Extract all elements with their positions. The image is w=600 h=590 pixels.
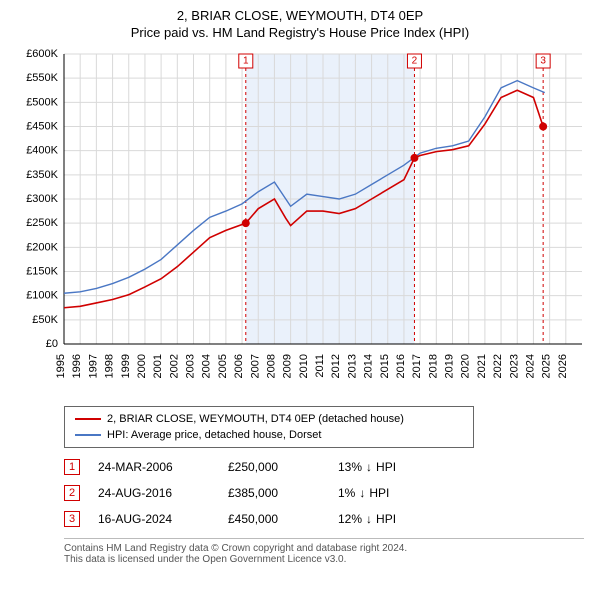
legend-row: 2, BRIAR CLOSE, WEYMOUTH, DT4 0EP (detac…: [75, 411, 463, 427]
svg-text:2018: 2018: [427, 354, 439, 378]
event-date: 24-AUG-2016: [98, 486, 228, 500]
svg-text:2007: 2007: [249, 354, 261, 378]
legend: 2, BRIAR CLOSE, WEYMOUTH, DT4 0EP (detac…: [64, 406, 474, 448]
svg-text:2010: 2010: [298, 354, 310, 378]
svg-text:£300K: £300K: [26, 193, 58, 205]
legend-label: 2, BRIAR CLOSE, WEYMOUTH, DT4 0EP (detac…: [107, 413, 404, 425]
svg-text:1998: 1998: [104, 354, 116, 378]
event-price: £250,000: [228, 460, 338, 474]
event-delta: 12%↓HPI: [338, 512, 448, 526]
event-delta: 1%↓HPI: [338, 486, 448, 500]
svg-text:£50K: £50K: [32, 314, 58, 326]
svg-text:£600K: £600K: [26, 48, 58, 60]
svg-text:2011: 2011: [314, 354, 326, 378]
footer-attribution: Contains HM Land Registry data © Crown c…: [64, 538, 584, 565]
event-num-box: 2: [64, 485, 80, 501]
event-row: 1 24-MAR-2006£250,00013%↓HPI: [64, 454, 592, 480]
svg-text:2008: 2008: [265, 354, 277, 378]
event-date: 24-MAR-2006: [98, 460, 228, 474]
svg-text:2021: 2021: [476, 354, 488, 378]
svg-text:2026: 2026: [557, 354, 569, 378]
arrow-down-icon: ↓: [359, 486, 365, 500]
svg-text:2017: 2017: [411, 354, 423, 378]
svg-text:£400K: £400K: [26, 145, 58, 157]
events-table: 1 24-MAR-2006£250,00013%↓HPI 2 24-AUG-2016£…: [64, 454, 592, 532]
svg-text:2015: 2015: [379, 354, 391, 378]
svg-text:2022: 2022: [492, 354, 504, 378]
svg-text:1996: 1996: [71, 354, 83, 378]
svg-text:£500K: £500K: [26, 96, 58, 108]
svg-text:2023: 2023: [508, 354, 520, 378]
svg-text:2: 2: [412, 56, 418, 67]
footer-line1: Contains HM Land Registry data © Crown c…: [64, 543, 584, 554]
arrow-down-icon: ↓: [366, 512, 372, 526]
svg-text:1995: 1995: [55, 354, 67, 378]
svg-text:£0: £0: [46, 338, 58, 350]
svg-text:£150K: £150K: [26, 266, 58, 278]
svg-text:2002: 2002: [168, 354, 180, 378]
legend-row: HPI: Average price, detached house, Dors…: [75, 427, 463, 443]
svg-text:3: 3: [540, 56, 546, 67]
legend-swatch: [75, 418, 101, 420]
svg-text:2024: 2024: [524, 354, 536, 378]
svg-text:2003: 2003: [185, 354, 197, 378]
chart-area: £0 £50K £100K £150K £200K £250K £300K £350K £400…: [8, 46, 592, 396]
svg-text:2025: 2025: [541, 354, 553, 378]
event-row: 2 24-AUG-2016£385,0001%↓HPI: [64, 480, 592, 506]
event-num-box: 3: [64, 511, 80, 527]
svg-text:1997: 1997: [87, 354, 99, 378]
svg-text:2014: 2014: [363, 354, 375, 378]
event-price: £385,000: [228, 486, 338, 500]
line-chart: £0 £50K £100K £150K £200K £250K £300K £350K £400…: [8, 46, 592, 396]
legend-swatch: [75, 434, 101, 436]
svg-text:£350K: £350K: [26, 169, 58, 181]
svg-text:2006: 2006: [233, 354, 245, 378]
svg-text:2009: 2009: [282, 354, 294, 378]
svg-text:£200K: £200K: [26, 241, 58, 253]
svg-text:2012: 2012: [330, 354, 342, 378]
svg-text:£250K: £250K: [26, 217, 58, 229]
legend-label: HPI: Average price, detached house, Dors…: [107, 429, 321, 441]
svg-text:£450K: £450K: [26, 121, 58, 133]
svg-text:2019: 2019: [444, 354, 456, 378]
svg-text:2016: 2016: [395, 354, 407, 378]
arrow-down-icon: ↓: [366, 460, 372, 474]
svg-text:£550K: £550K: [26, 72, 58, 84]
svg-text:1999: 1999: [120, 354, 132, 378]
svg-text:2020: 2020: [460, 354, 472, 378]
svg-text:2001: 2001: [152, 354, 164, 378]
svg-text:2005: 2005: [217, 354, 229, 378]
event-row: 3 16-AUG-2024£450,00012%↓HPI: [64, 506, 592, 532]
event-price: £450,000: [228, 512, 338, 526]
event-delta: 13%↓HPI: [338, 460, 448, 474]
address-title: 2, BRIAR CLOSE, WEYMOUTH, DT4 0EP: [8, 8, 592, 23]
title-block: 2, BRIAR CLOSE, WEYMOUTH, DT4 0EP Price …: [8, 8, 592, 40]
svg-text:2013: 2013: [346, 354, 358, 378]
subtitle: Price paid vs. HM Land Registry's House …: [8, 25, 592, 40]
event-num-box: 1: [64, 459, 80, 475]
event-date: 16-AUG-2024: [98, 512, 228, 526]
footer-line2: This data is licensed under the Open Gov…: [64, 554, 584, 565]
svg-text:2000: 2000: [136, 354, 148, 378]
svg-text:2004: 2004: [201, 354, 213, 378]
svg-text:1: 1: [243, 56, 249, 67]
svg-text:£100K: £100K: [26, 290, 58, 302]
